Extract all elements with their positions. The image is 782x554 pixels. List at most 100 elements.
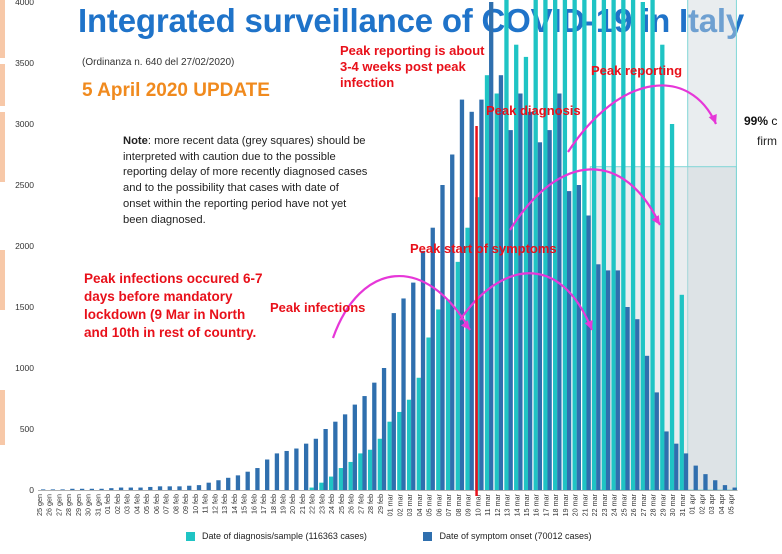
bar-diagnosis [514,44,519,490]
x-tick-label: 29 mar [658,493,667,516]
bar-diagnosis [621,0,626,491]
x-tick-label: 04 apr [717,493,726,514]
bar-onset [683,453,689,490]
bar-onset [294,448,299,490]
x-tick-label: 08 feb [171,494,180,514]
x-tick-label: 05 mar [425,493,434,516]
x-tick-label: 31 gen [93,494,102,516]
bar-diagnosis [319,482,324,490]
annotation-peak-diagnosis: Peak diagnosis [486,103,581,118]
x-tick-label: 22 feb [308,494,317,514]
side-text: firm [757,134,777,148]
bar-onset [411,282,416,490]
bar-diagnosis [416,377,421,490]
x-tick-label: 27 gen [54,494,63,516]
x-tick-label: 08 mar [454,493,463,516]
bar-onset [703,474,708,490]
ordinance-text: (Ordinanza n. 640 del 27/02/2020) [82,57,235,68]
x-tick-label: 05 apr [727,493,736,514]
y-tick-label: 2000 [15,241,34,251]
annotation-lockdown-note: Peak infections occured 6-7 days before … [84,271,263,340]
bar-diagnosis [484,75,490,490]
bar-diagnosis [591,0,597,490]
x-tick-label: 10 mar [473,493,482,516]
x-tick-label: 12 mar [493,493,502,516]
legend: Date of diagnosis/sample (116363 cases) … [186,531,646,543]
annotation-peak-infections: Peak infections [270,300,366,315]
arrow-head-2 [651,215,660,225]
side-pct-rest: c [768,114,778,128]
x-tick-label: 26 mar [629,493,638,516]
x-tick-label: 26 gen [45,494,54,516]
x-tick-label: 09 feb [181,494,190,514]
x-tick-label: 21 mar [580,493,589,516]
x-tick-label: 18 feb [269,494,278,514]
bar-onset [70,488,75,490]
bar-onset [372,382,377,490]
y-tick-label: 1500 [15,302,34,312]
bar-onset [664,431,669,490]
bar-onset [537,142,543,491]
x-tick-label: 23 mar [600,493,609,516]
bar-onset [498,75,504,490]
side-pct-value: 99% [744,114,769,128]
bar-onset [235,475,241,490]
x-tick-label: 13 mar [503,493,512,516]
bar-diagnosis [367,449,373,490]
bar-onset [109,488,114,490]
bar-onset [654,392,659,490]
x-tick-label: 01 apr [688,493,697,514]
x-tick-label: 28 mar [649,493,658,516]
bar-diagnosis [640,2,645,490]
x-tick-label: 29 feb [376,494,385,514]
bar-onset [440,185,445,490]
bar-onset [557,93,562,490]
x-tick-label: 04 mar [415,493,424,516]
legend-swatch-onset [423,531,433,541]
x-tick-label: 20 feb [288,494,297,514]
note-body: : more recent data (grey squares) should… [123,135,368,226]
annotation-peak-reporting: Peak reporting [591,63,683,78]
x-tick-label: 15 mar [522,493,531,516]
bar-diagnosis [406,399,412,490]
bar-onset [196,485,202,490]
bar-onset [625,307,630,490]
x-tick-label: 16 feb [249,494,258,514]
x-tick-label: 02 mar [395,493,404,516]
bar-onset [713,480,718,490]
bar-onset [391,313,396,490]
bar-onset [79,488,85,490]
arrow-head-0 [460,320,470,330]
bar-diagnosis [397,411,402,490]
bar-onset [430,227,435,490]
bar-diagnosis [426,337,431,490]
x-tick-label: 07 feb [162,494,171,514]
x-tick-label: 28 gen [64,494,73,516]
bars [41,0,737,491]
note-label: Note [123,135,148,147]
x-tick-label: 02 feb [113,494,122,514]
edge-strip [0,0,5,450]
bar-onset [333,421,338,490]
y-tick-label: 3500 [15,58,34,68]
bar-onset [401,298,406,490]
bar-diagnosis [601,0,607,491]
x-tick-label: 11 feb [201,494,210,513]
x-tick-label: 31 mar [678,493,687,516]
bar-diagnosis [358,453,363,490]
bar-onset [255,468,260,490]
grey-box-0 [687,0,737,491]
bar-diagnosis [465,227,470,490]
x-tick-label: 09 mar [464,493,473,516]
x-tick-label: 17 mar [541,493,550,516]
bar-onset [138,487,143,490]
y-tick-label: 1000 [15,363,34,373]
arrow-head-3 [708,114,717,124]
bar-onset [528,111,533,491]
x-tick-label: 04 feb [132,494,141,514]
bar-diagnosis [329,476,334,490]
bar-onset [586,215,591,490]
bar-onset [732,487,737,490]
bar-onset [489,2,494,490]
